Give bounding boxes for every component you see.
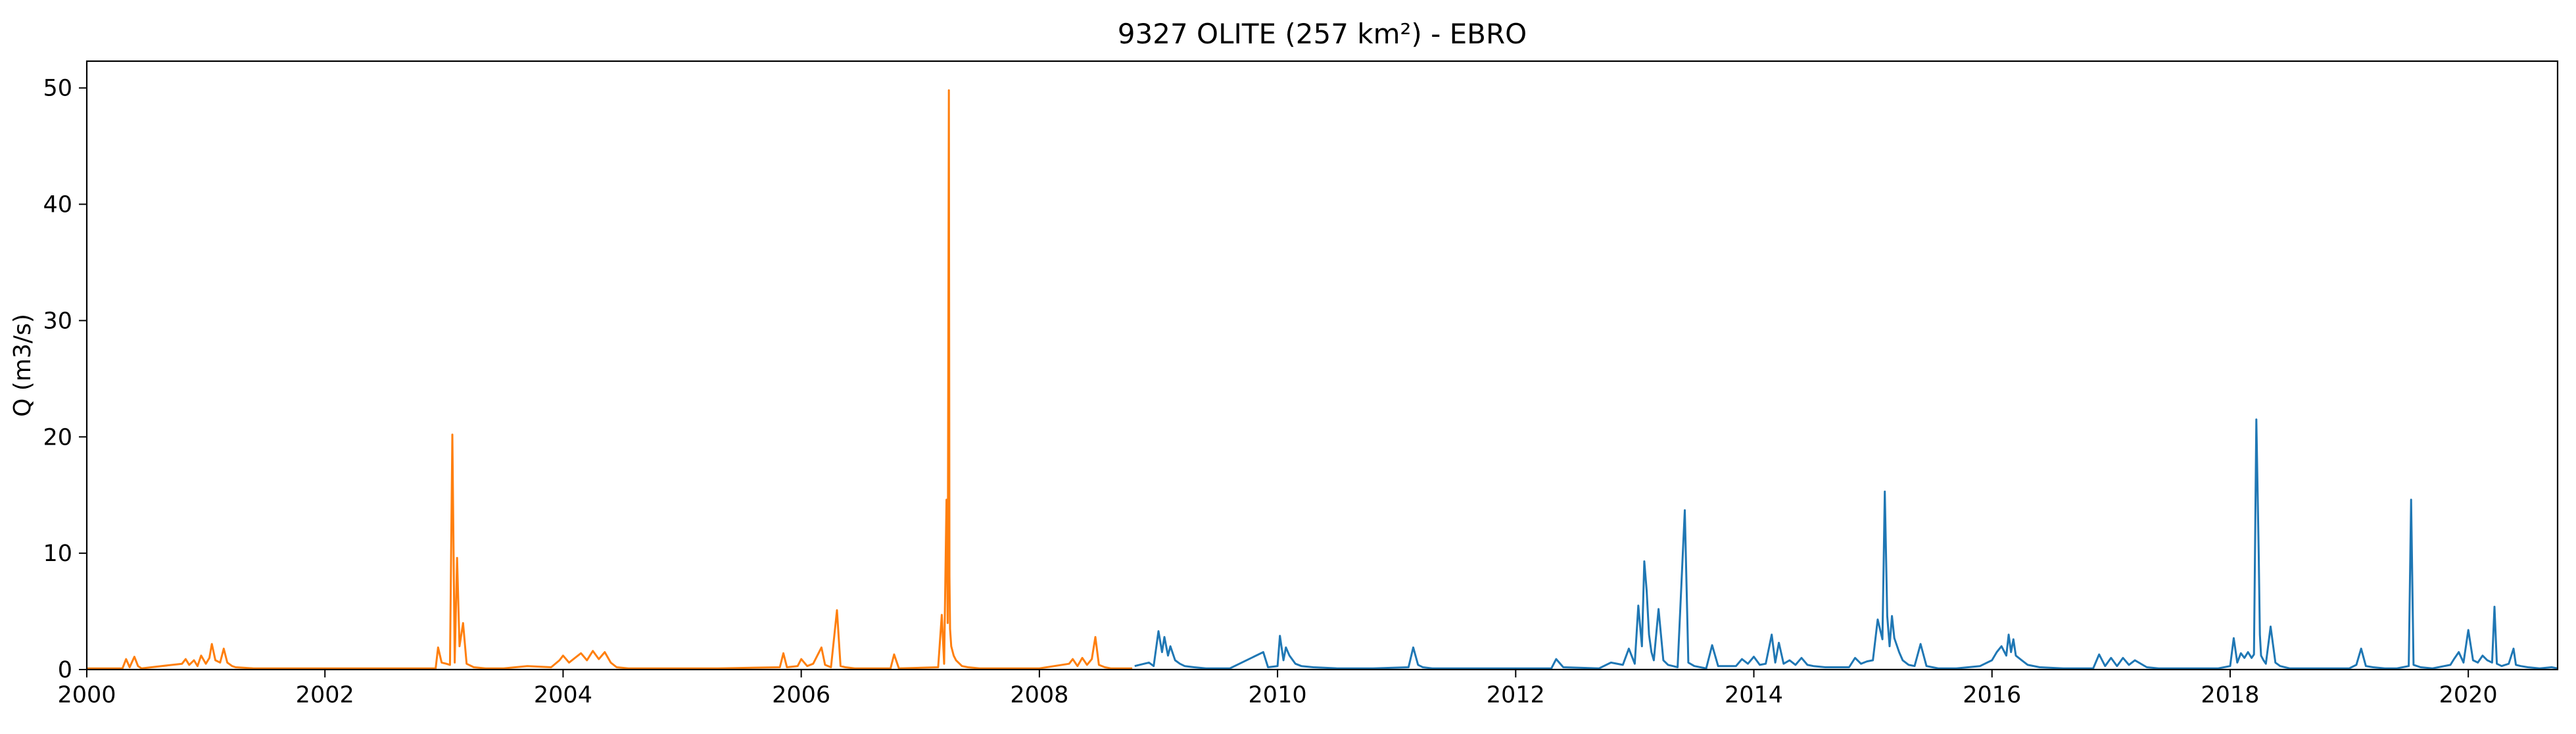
x-tick-label: 2010 <box>1249 682 1307 708</box>
series-layer <box>87 89 2558 670</box>
x-tick-label: 2014 <box>1725 682 1783 708</box>
x-tick-label: 2006 <box>772 682 830 708</box>
x-tick-label: 2000 <box>57 682 116 708</box>
series-line-2 <box>1134 418 2558 670</box>
x-tick-label: 2012 <box>1487 682 1545 708</box>
y-tick-label: 10 <box>43 541 72 567</box>
x-tick-label: 2004 <box>534 682 592 708</box>
x-tick-label: 2020 <box>2439 682 2498 708</box>
x-tick-label: 2018 <box>2201 682 2259 708</box>
x-tick-label: 2008 <box>1010 682 1068 708</box>
x-tick-label: 2016 <box>1963 682 2021 708</box>
y-tick-label: 30 <box>43 308 72 334</box>
x-tick-label: 2002 <box>296 682 354 708</box>
y-tick-label: 0 <box>58 657 72 683</box>
y-axis: 0 10 20 30 40 50 <box>43 76 87 683</box>
y-tick-label: 20 <box>43 424 72 451</box>
plot-frame <box>85 60 2559 671</box>
chart-title: 9327 OLITE (257 km²) - EBRO <box>1118 18 1527 50</box>
y-tick-label: 50 <box>43 76 72 102</box>
series-line-1 <box>87 89 1133 670</box>
y-axis-label: Q (m3/s) <box>9 314 36 417</box>
y-tick-label: 40 <box>43 192 72 218</box>
x-axis: 2000 2002 2004 2006 2008 2010 2012 2014 2016 2018… <box>57 670 2498 708</box>
